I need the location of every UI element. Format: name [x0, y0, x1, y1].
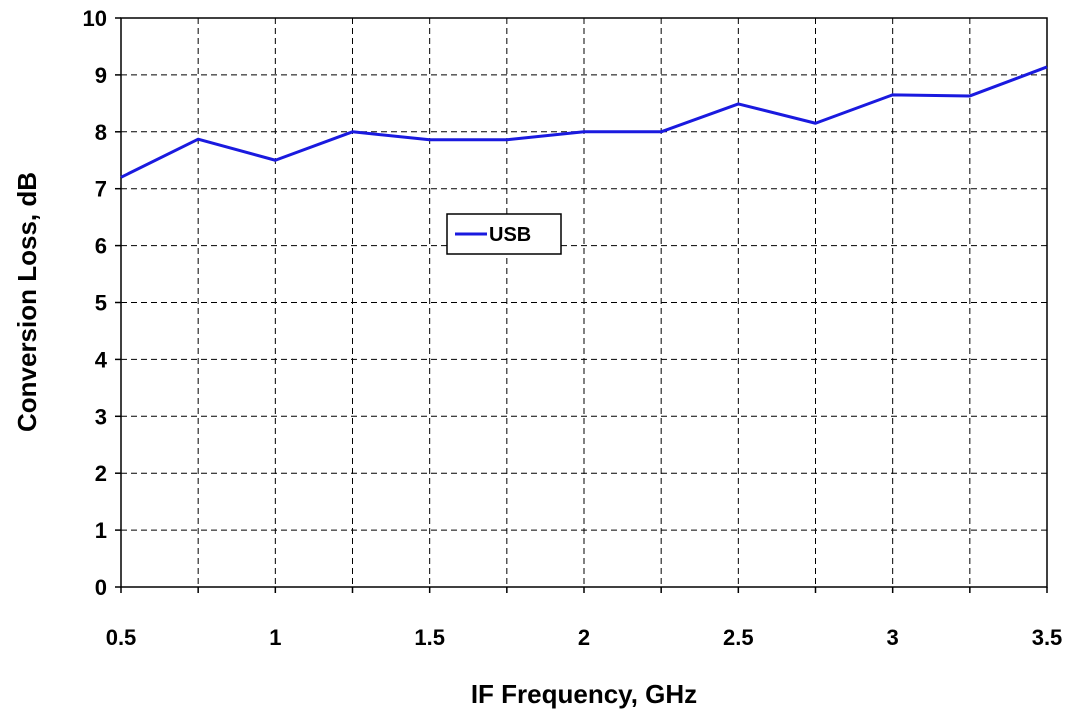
legend-label: USB	[489, 224, 531, 246]
y-axis-title: Conversion Loss, dB	[12, 172, 42, 432]
plot-frame	[120, 17, 1048, 588]
y-tick-label: 9	[95, 63, 107, 88]
y-tick-label: 4	[95, 347, 108, 372]
y-tick-label: 3	[95, 404, 107, 429]
y-tick-label: 8	[95, 120, 107, 145]
y-tick-label: 1	[95, 518, 107, 543]
x-tick-label: 3	[887, 625, 899, 650]
y-tick-label: 7	[95, 177, 107, 202]
y-tick-label: 10	[83, 6, 107, 31]
x-tick-label: 3.5	[1032, 625, 1063, 650]
x-tick-label: 1.5	[414, 625, 445, 650]
y-tick-label: 2	[95, 461, 107, 486]
y-tick-label: 5	[95, 291, 107, 316]
x-axis-title: IF Frequency, GHz	[471, 679, 697, 709]
x-tick-label: 1	[269, 625, 281, 650]
y-tick-label: 0	[95, 575, 107, 600]
x-tick-label: 2	[578, 625, 590, 650]
data-line	[120, 65, 1048, 179]
x-tick-label: 2.5	[723, 625, 754, 650]
y-tick-label: 6	[95, 234, 107, 259]
x-tick-label: 0.5	[106, 625, 137, 650]
